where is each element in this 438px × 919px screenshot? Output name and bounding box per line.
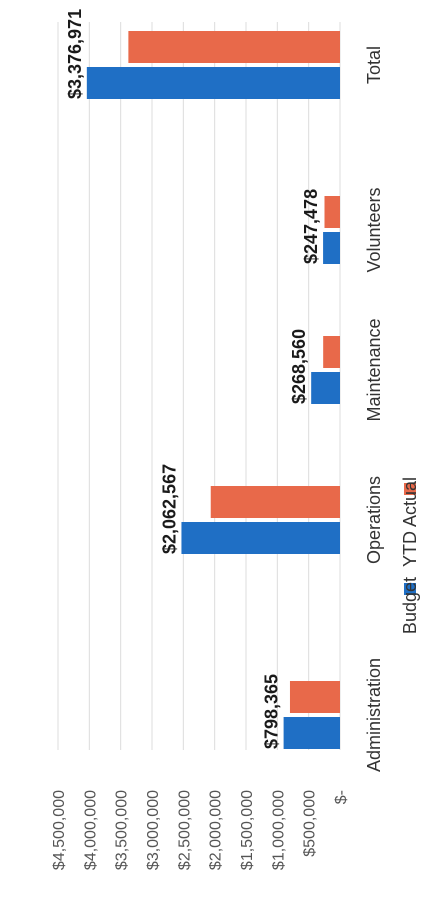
bar-budget [86,67,341,99]
data-label: $268,560 [289,329,309,404]
value-tick-label: $1,500,000 [239,790,256,870]
bar-ytd-actual [324,196,340,228]
legend: Budget YTD Actual [400,477,420,634]
category-label: Volunteers [364,187,384,272]
legend-label: Budget [400,577,420,634]
axes: $- $500,000 $1,000,000 $1,500,000 $2,000,000… [51,46,384,870]
category-label: Total [364,46,384,84]
data-labels: $798,365 $2,062,567 $268,560 $247,478 $3,376… [65,9,321,749]
gridlines [57,22,341,750]
data-label: $798,365 [262,674,282,749]
plot-area: $798,365 $2,062,567 $268,560 $247,478 $3,376… [51,9,420,870]
legend-label: YTD Actual [400,477,420,567]
value-tick-label: $1,000,000 [270,790,287,870]
bar-budget [283,717,340,749]
value-tick-label: $500,000 [302,790,319,857]
bar-ytd-actual [289,681,340,713]
legend-swatch [404,583,416,595]
value-tick-label: $2,500,000 [176,790,193,870]
bars [86,31,341,749]
value-tick-label: $3,000,000 [145,790,162,870]
value-tick-label: $- [333,790,350,804]
bar-ytd-actual [323,336,340,368]
value-tick-label: $4,000,000 [82,790,99,870]
value-tick-label: $2,000,000 [208,790,225,870]
data-label: $3,376,971 [65,9,85,99]
category-label: Administration [364,658,384,772]
bar-budget [181,522,340,554]
bar-ytd-actual [210,486,340,518]
legend-swatch [404,483,416,495]
bar-budget [323,232,340,264]
value-tick-label: $4,500,000 [51,790,68,870]
bar-ytd-actual [128,31,340,63]
bar-budget [311,372,340,404]
category-label: Operations [364,476,384,564]
data-label: $2,062,567 [159,464,179,554]
category-label: Maintenance [364,318,384,421]
value-tick-label: $3,500,000 [114,790,131,870]
data-label: $247,478 [301,189,321,264]
